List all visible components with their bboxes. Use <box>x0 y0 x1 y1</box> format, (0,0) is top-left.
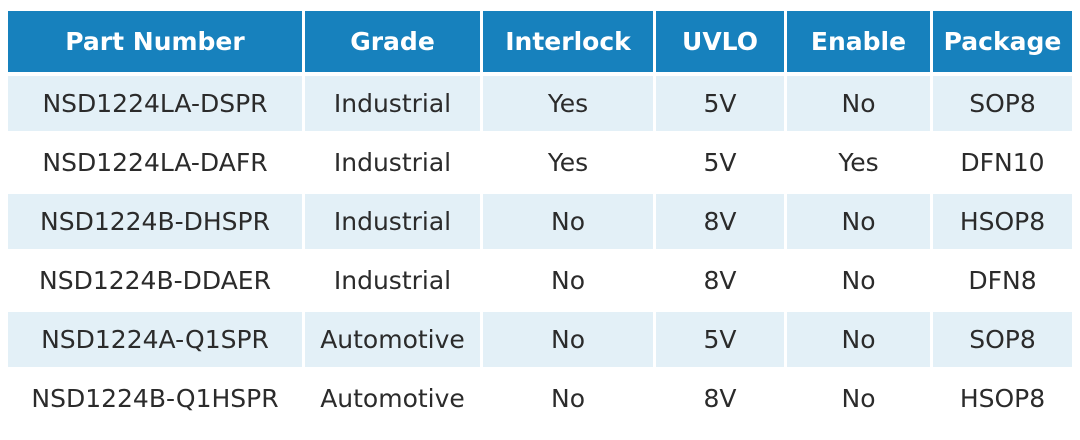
uvlo-cell: 8V <box>656 194 787 249</box>
interlock-cell: No <box>483 312 656 367</box>
uvlo-cell: 8V <box>656 371 787 426</box>
table-row: NSD1224B-DHSPR Industrial No 8V No HSOP8 <box>8 194 1072 249</box>
interlock-cell: No <box>483 253 656 308</box>
part-number-cell: NSD1224LA-DAFR <box>8 135 305 190</box>
table-row: NSD1224B-DDAER Industrial No 8V No DFN8 <box>8 253 1072 308</box>
part-selection-table: Part Number Grade Interlock UVLO Enable … <box>8 7 1072 430</box>
part-selection-table-container: Part Number Grade Interlock UVLO Enable … <box>8 7 1072 430</box>
interlock-cell: Yes <box>483 76 656 131</box>
interlock-cell: Yes <box>483 135 656 190</box>
package-cell: HSOP8 <box>933 371 1072 426</box>
interlock-cell: No <box>483 194 656 249</box>
enable-cell: No <box>787 194 933 249</box>
grade-cell: Industrial <box>305 253 483 308</box>
package-cell: HSOP8 <box>933 194 1072 249</box>
grade-cell: Industrial <box>305 76 483 131</box>
grade-cell: Automotive <box>305 312 483 367</box>
package-cell: DFN10 <box>933 135 1072 190</box>
enable-cell: No <box>787 312 933 367</box>
part-number-cell: NSD1224B-DDAER <box>8 253 305 308</box>
column-header-interlock: Interlock <box>483 11 656 72</box>
table-body: NSD1224LA-DSPR Industrial Yes 5V No SOP8… <box>8 76 1072 426</box>
part-number-cell: NSD1224B-Q1HSPR <box>8 371 305 426</box>
enable-cell: No <box>787 76 933 131</box>
grade-cell: Industrial <box>305 194 483 249</box>
column-header-package: Package <box>933 11 1072 72</box>
table-row: NSD1224LA-DAFR Industrial Yes 5V Yes DFN… <box>8 135 1072 190</box>
enable-cell: No <box>787 253 933 308</box>
table-header: Part Number Grade Interlock UVLO Enable … <box>8 11 1072 72</box>
uvlo-cell: 5V <box>656 76 787 131</box>
part-number-cell: NSD1224B-DHSPR <box>8 194 305 249</box>
column-header-enable: Enable <box>787 11 933 72</box>
interlock-cell: No <box>483 371 656 426</box>
grade-cell: Industrial <box>305 135 483 190</box>
grade-cell: Automotive <box>305 371 483 426</box>
column-header-uvlo: UVLO <box>656 11 787 72</box>
package-cell: SOP8 <box>933 312 1072 367</box>
part-number-cell: NSD1224A-Q1SPR <box>8 312 305 367</box>
part-number-cell: NSD1224LA-DSPR <box>8 76 305 131</box>
package-cell: SOP8 <box>933 76 1072 131</box>
table-row: NSD1224LA-DSPR Industrial Yes 5V No SOP8 <box>8 76 1072 131</box>
column-header-part-number: Part Number <box>8 11 305 72</box>
column-header-grade: Grade <box>305 11 483 72</box>
uvlo-cell: 5V <box>656 135 787 190</box>
table-row: NSD1224A-Q1SPR Automotive No 5V No SOP8 <box>8 312 1072 367</box>
header-row: Part Number Grade Interlock UVLO Enable … <box>8 11 1072 72</box>
table-row: NSD1224B-Q1HSPR Automotive No 8V No HSOP… <box>8 371 1072 426</box>
uvlo-cell: 5V <box>656 312 787 367</box>
enable-cell: No <box>787 371 933 426</box>
package-cell: DFN8 <box>933 253 1072 308</box>
enable-cell: Yes <box>787 135 933 190</box>
uvlo-cell: 8V <box>656 253 787 308</box>
